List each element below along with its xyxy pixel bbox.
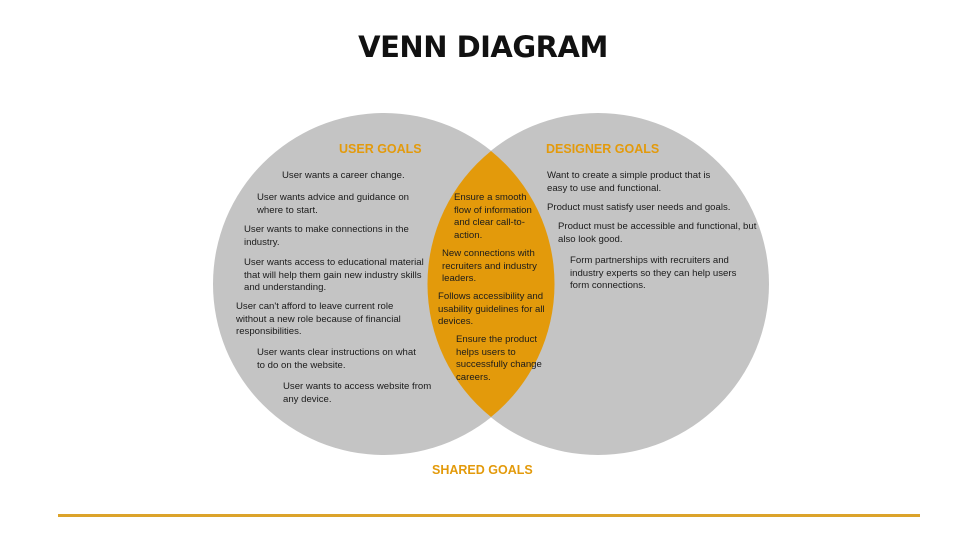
designer-goal-item: Product must be accessible and functiona… [558, 221, 757, 245]
designer-goal-item: Form partnerships with recruiters and in… [570, 255, 737, 291]
shared-goal-item: Ensure a smooth flow of information and … [454, 192, 532, 241]
user-goal-item: User wants a career change. [282, 170, 405, 181]
user-goal-item: User wants to access website from any de… [283, 381, 432, 405]
designer-goal-item: Want to create a simple product that is … [547, 170, 711, 194]
footer-rule [58, 514, 920, 517]
user-goal-item: User can't afford to leave current role … [236, 301, 401, 337]
user-goal-item: User wants access to educational materia… [244, 257, 424, 293]
designer-goal-item: Product must satisfy user needs and goal… [547, 202, 731, 213]
shared-goals-overlap [427, 151, 555, 417]
shared-goal-item: Follows accessibility and usability guid… [438, 291, 545, 327]
user-goal-item: User wants advice and guidance on where … [257, 192, 409, 216]
shared-goals-label: SHARED GOALS [432, 463, 533, 477]
shared-goal-item: New connections with recruiters and indu… [442, 248, 537, 284]
designer-goals-label: DESIGNER GOALS [546, 142, 660, 156]
shared-goal-item: Ensure the product helps users to succes… [456, 334, 542, 383]
user-goals-label: USER GOALS [339, 142, 422, 156]
page-title: VENN DIAGRAM [358, 30, 608, 64]
user-goal-item: User wants clear instructions on what to… [257, 347, 416, 371]
user-goal-item: User wants to make connections in the in… [244, 224, 409, 248]
